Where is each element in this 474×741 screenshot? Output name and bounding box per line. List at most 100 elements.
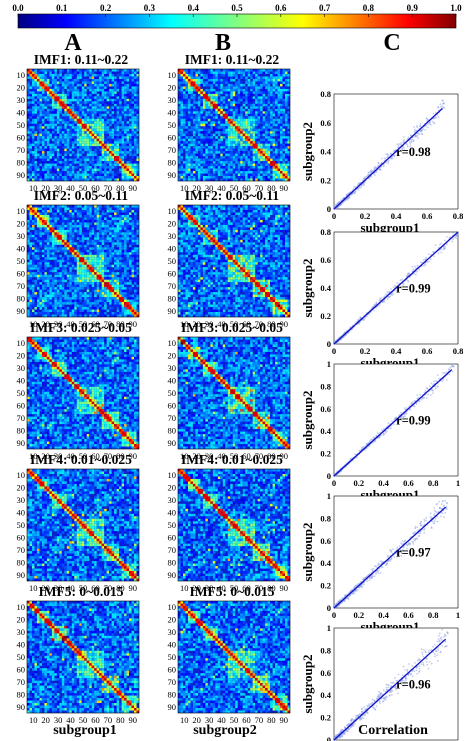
matrix-cell bbox=[215, 168, 218, 172]
matrix-cell bbox=[99, 106, 102, 109]
matrix-cell bbox=[250, 158, 253, 162]
matrix-cell bbox=[59, 156, 62, 159]
matrix-cell bbox=[207, 176, 211, 179]
matrix-cell bbox=[272, 108, 276, 112]
matrix-cell bbox=[59, 242, 62, 245]
matrix-cell bbox=[29, 111, 33, 114]
matrix-cell bbox=[84, 126, 87, 129]
matrix-cell bbox=[205, 158, 208, 162]
matrix-cell bbox=[187, 111, 191, 114]
matrix-cell bbox=[131, 247, 135, 250]
matrix-cell bbox=[190, 176, 193, 179]
matrix-cell bbox=[61, 224, 65, 228]
matrix-xtick: 30 bbox=[54, 183, 63, 193]
matrix-cell bbox=[101, 91, 105, 94]
matrix-cell bbox=[64, 153, 67, 157]
matrix-cell bbox=[119, 173, 122, 177]
matrix-cell bbox=[252, 166, 256, 169]
matrix-cell bbox=[257, 148, 261, 152]
matrix-cell bbox=[86, 156, 90, 159]
matrix-cell bbox=[180, 118, 184, 122]
matrix-cell bbox=[195, 171, 198, 174]
scatter-point bbox=[342, 197, 344, 200]
matrix-cell bbox=[96, 232, 100, 235]
matrix-cell bbox=[202, 93, 206, 97]
matrix-cell bbox=[74, 113, 77, 117]
matrix-cell bbox=[74, 133, 77, 137]
matrix-cell bbox=[89, 214, 92, 218]
matrix-cell bbox=[247, 123, 251, 127]
matrix-cell bbox=[220, 86, 223, 89]
matrix-cell bbox=[267, 166, 271, 169]
matrix-cell bbox=[41, 69, 45, 72]
matrix-cell bbox=[136, 205, 140, 208]
matrix-cell bbox=[51, 237, 55, 240]
matrix-cell bbox=[59, 229, 62, 233]
matrix-cell bbox=[270, 163, 273, 167]
matrix-cell bbox=[64, 214, 67, 218]
matrix-cell bbox=[59, 148, 62, 152]
matrix-cell bbox=[252, 91, 256, 94]
matrix-cell bbox=[210, 73, 213, 77]
matrix-cell bbox=[61, 173, 65, 177]
matrix-cell bbox=[64, 244, 67, 248]
matrix-cell bbox=[215, 143, 218, 147]
matrix-cell bbox=[207, 158, 211, 162]
matrix-cell bbox=[235, 86, 238, 89]
matrix-cell bbox=[94, 163, 97, 167]
matrix-cell bbox=[31, 158, 35, 162]
matrix-cell bbox=[84, 209, 87, 213]
matrix-cell bbox=[96, 212, 100, 216]
matrix-cell bbox=[280, 123, 283, 127]
matrix-cell bbox=[235, 98, 238, 102]
matrix-cell bbox=[245, 106, 248, 109]
matrix-cell bbox=[114, 103, 117, 107]
matrix-cell bbox=[34, 131, 38, 134]
matrix-cell bbox=[81, 151, 85, 154]
scatter-point bbox=[416, 125, 418, 127]
matrix-cell bbox=[119, 116, 122, 119]
matrix-cell bbox=[86, 136, 90, 139]
matrix-cell bbox=[49, 244, 52, 248]
matrix-cell bbox=[54, 219, 57, 223]
matrix-cell bbox=[94, 148, 97, 152]
matrix-cell bbox=[136, 161, 140, 164]
matrix-cell bbox=[119, 78, 122, 82]
matrix-cell bbox=[262, 83, 266, 87]
matrix-cell bbox=[44, 121, 47, 124]
matrix-cell bbox=[272, 88, 276, 92]
matrix-cell bbox=[39, 116, 42, 119]
matrix-cell bbox=[91, 156, 95, 159]
matrix-cell bbox=[192, 98, 196, 102]
matrix-cell bbox=[69, 146, 72, 149]
matrix-cell bbox=[41, 176, 45, 179]
matrix-cell bbox=[230, 171, 233, 174]
matrix-cell bbox=[104, 113, 107, 117]
matrix-cell bbox=[245, 69, 248, 72]
matrix-cell bbox=[91, 239, 95, 243]
matrix-cell bbox=[247, 126, 251, 129]
matrix-cell bbox=[227, 178, 231, 182]
matrix-cell bbox=[89, 227, 92, 230]
matrix-cell bbox=[31, 254, 35, 258]
matrix-cell bbox=[131, 83, 135, 87]
matrix-cell bbox=[66, 108, 70, 112]
matrix-cell bbox=[31, 71, 35, 75]
matrix-cell bbox=[220, 166, 223, 169]
matrix-cell bbox=[215, 116, 218, 119]
matrix-cell bbox=[129, 101, 132, 104]
matrix-cell bbox=[61, 205, 65, 208]
matrix-cell bbox=[210, 148, 213, 152]
matrix-cell bbox=[207, 178, 211, 182]
matrix-cell bbox=[84, 227, 87, 230]
matrix-cell bbox=[129, 237, 132, 240]
matrix-cell bbox=[178, 128, 181, 132]
matrix-cell bbox=[39, 176, 42, 179]
matrix-cell bbox=[131, 173, 135, 177]
matrix-cell bbox=[134, 83, 137, 87]
matrix-cell bbox=[84, 224, 87, 228]
matrix-cell bbox=[200, 176, 203, 179]
matrix-cell bbox=[252, 96, 256, 99]
matrix-cell bbox=[89, 93, 92, 97]
matrix-cell bbox=[262, 88, 266, 92]
